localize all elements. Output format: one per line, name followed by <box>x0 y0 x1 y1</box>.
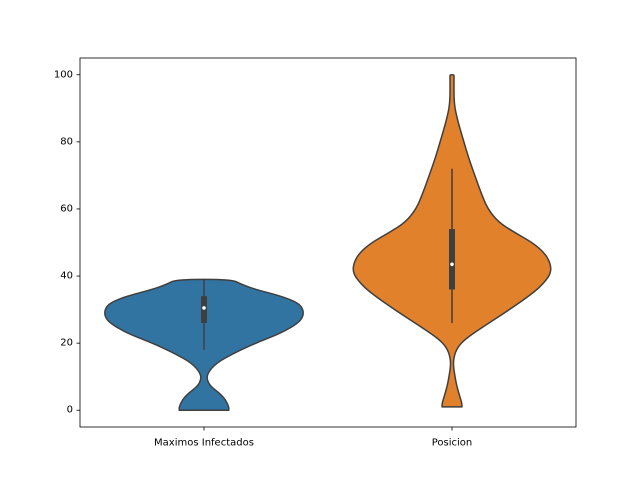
plot-frame <box>79 57 577 428</box>
violin-iqr-box <box>449 229 455 290</box>
x-axis: Maximos Infectados Posicion <box>154 427 472 449</box>
y-tick-label: 20 <box>60 338 73 349</box>
violin-median-point <box>202 306 206 310</box>
y-tick-label: 60 <box>60 203 73 214</box>
y-tick-label: 80 <box>60 136 73 147</box>
violins-layer <box>104 74 552 411</box>
violin-median-point <box>450 262 454 267</box>
y-tick-label: 40 <box>60 271 73 282</box>
y-tick-label: 100 <box>54 69 73 80</box>
y-tick-label: 0 <box>67 405 73 416</box>
x-tick-label: Posicion <box>432 438 473 449</box>
y-axis: 0 20 40 60 80 100 <box>54 69 80 416</box>
x-tick-label: Maximos Infectados <box>154 438 254 449</box>
